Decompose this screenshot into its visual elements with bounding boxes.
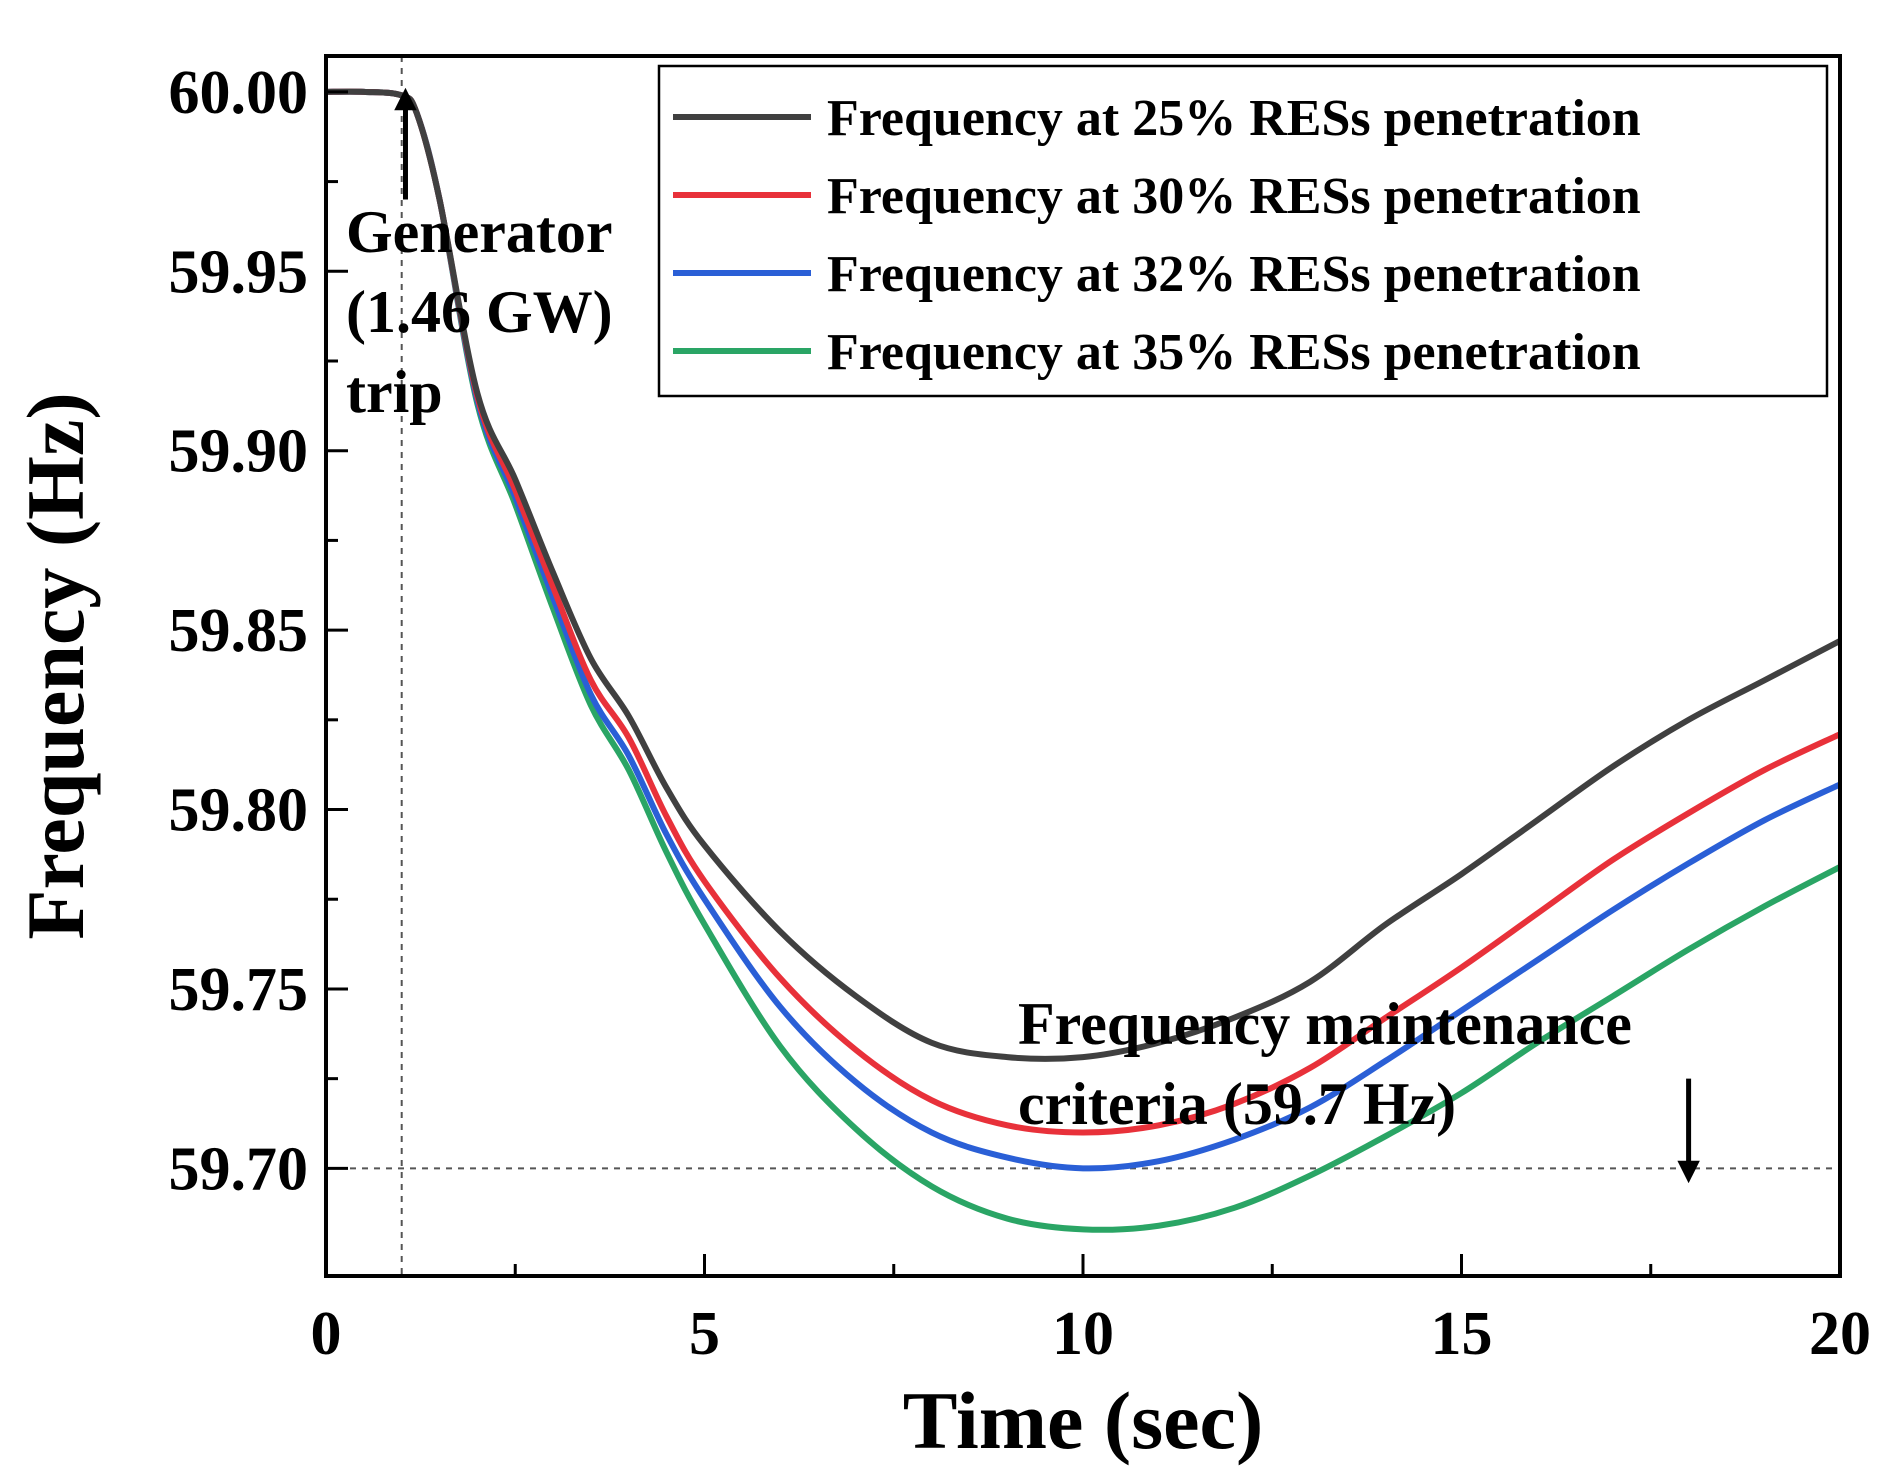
annotations: Generator (1.46 GW) trip Frequency maintena… xyxy=(346,87,1700,1184)
legend-label-3: Frequency at 32% RESs penetration xyxy=(827,246,1641,303)
x-axis-title: Time (sec) xyxy=(903,1375,1264,1466)
y-tick-label: 59.90 xyxy=(169,418,309,486)
trip-annotation-line: Generator xyxy=(346,199,613,265)
y-axis-title: Frequency (Hz) xyxy=(10,392,101,939)
trip-annotation-line: trip xyxy=(346,359,443,425)
y-tick-label: 59.95 xyxy=(169,238,309,306)
x-tick-label: 10 xyxy=(1052,1300,1114,1368)
x-tick-label: 20 xyxy=(1809,1300,1871,1368)
series-line-1 xyxy=(326,88,1840,1062)
x-tick-label: 15 xyxy=(1431,1300,1493,1368)
legend: Frequency at 25% RESs penetration Frequen… xyxy=(657,64,1829,398)
y-tick-label: 60.00 xyxy=(169,59,309,127)
criteria-annotation-line: criteria (59.7 Hz) xyxy=(1018,1071,1456,1137)
y-tick-label: 59.80 xyxy=(169,777,309,845)
trip-annotation-line: (1.46 GW) xyxy=(346,279,613,345)
y-tick-label: 59.85 xyxy=(169,597,309,665)
x-tick-label: 5 xyxy=(689,1300,720,1368)
axis-ticks: 0 5 10 15 20 59.70 59.75 59.80 59.85 59.90 59.95 60… xyxy=(169,59,1872,1368)
x-tick-label: 0 xyxy=(311,1300,342,1368)
y-tick-label: 59.70 xyxy=(169,1135,309,1203)
legend-label-1: Frequency at 25% RESs penetration xyxy=(827,90,1641,147)
legend-box xyxy=(657,64,1829,398)
legend-label-2: Frequency at 30% RESs penetration xyxy=(827,168,1641,225)
y-tick-label: 59.75 xyxy=(169,956,309,1024)
series-lines xyxy=(326,88,1840,1233)
legend-label-4: Frequency at 35% RESs penetration xyxy=(827,324,1641,381)
criteria-annotation-line: Frequency maintenance xyxy=(1018,991,1632,1057)
